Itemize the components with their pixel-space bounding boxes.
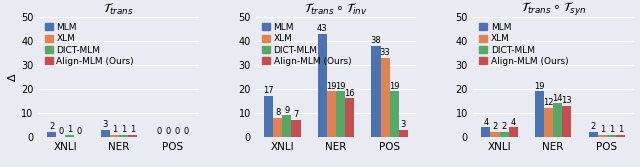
Bar	[291, 120, 301, 137]
Bar	[535, 91, 544, 137]
Legend: MLM, XLM, DICT-MLM, Align-MLM (Ours): MLM, XLM, DICT-MLM, Align-MLM (Ours)	[260, 21, 353, 68]
Bar	[264, 96, 273, 137]
Text: 2: 2	[492, 122, 498, 131]
Text: 0: 0	[184, 127, 189, 136]
Text: 14: 14	[552, 94, 563, 103]
Text: 1: 1	[618, 125, 623, 134]
Bar	[544, 108, 553, 137]
Bar	[490, 132, 500, 137]
Text: 1: 1	[67, 125, 72, 134]
Bar	[607, 135, 616, 137]
Bar	[371, 46, 381, 137]
Text: 12: 12	[543, 98, 554, 107]
Bar	[345, 99, 354, 137]
Text: 19: 19	[326, 81, 337, 91]
Bar	[128, 135, 137, 137]
Legend: MLM, XLM, DICT-MLM, Align-MLM (Ours): MLM, XLM, DICT-MLM, Align-MLM (Ours)	[43, 21, 136, 68]
Text: 4: 4	[483, 118, 488, 127]
Bar	[509, 127, 518, 137]
Text: 1: 1	[111, 125, 117, 134]
Bar	[399, 130, 408, 137]
Bar	[65, 135, 74, 137]
Y-axis label: $\Delta$: $\Delta$	[6, 72, 19, 81]
Bar	[47, 132, 56, 137]
Text: 0: 0	[58, 127, 63, 136]
Bar	[616, 135, 625, 137]
Text: 1: 1	[130, 125, 135, 134]
Bar	[598, 135, 607, 137]
Text: 0: 0	[165, 127, 170, 136]
Bar	[563, 106, 572, 137]
Bar	[327, 91, 336, 137]
Text: 13: 13	[561, 96, 572, 105]
Bar	[100, 130, 109, 137]
Text: 1: 1	[609, 125, 614, 134]
Bar	[381, 58, 390, 137]
Bar	[390, 91, 399, 137]
Bar	[318, 34, 327, 137]
Text: 2: 2	[49, 122, 54, 131]
Text: 0: 0	[76, 127, 81, 136]
Text: 9: 9	[284, 106, 289, 115]
Bar	[589, 132, 598, 137]
Bar	[273, 118, 282, 137]
Text: 1: 1	[600, 125, 605, 134]
Text: 19: 19	[335, 81, 346, 91]
Bar	[553, 103, 563, 137]
Text: 19: 19	[389, 81, 399, 91]
Bar	[336, 91, 345, 137]
Text: 3: 3	[102, 120, 108, 129]
Legend: MLM, XLM, DICT-MLM, Align-MLM (Ours): MLM, XLM, DICT-MLM, Align-MLM (Ours)	[477, 21, 570, 68]
Title: $\mathcal{T}_{trans}$: $\mathcal{T}_{trans}$	[104, 2, 134, 17]
Title: $\mathcal{T}_{trans} \circ \mathcal{T}_{syn}$: $\mathcal{T}_{trans} \circ \mathcal{T}_{…	[520, 0, 586, 17]
Bar	[119, 135, 128, 137]
Text: 2: 2	[591, 122, 596, 131]
Text: 33: 33	[380, 48, 390, 57]
Title: $\mathcal{T}_{trans} \circ \mathcal{T}_{inv}$: $\mathcal{T}_{trans} \circ \mathcal{T}_{…	[304, 2, 368, 17]
Text: 7: 7	[293, 110, 299, 119]
Text: 43: 43	[317, 24, 328, 33]
Text: 38: 38	[371, 36, 381, 45]
Bar	[109, 135, 119, 137]
Text: 1: 1	[121, 125, 126, 134]
Text: 17: 17	[264, 86, 274, 95]
Bar	[500, 132, 509, 137]
Bar	[282, 115, 291, 137]
Bar	[481, 127, 490, 137]
Text: 8: 8	[275, 108, 280, 117]
Text: 16: 16	[344, 89, 355, 98]
Text: 19: 19	[534, 81, 545, 91]
Text: 4: 4	[511, 118, 516, 127]
Text: 0: 0	[174, 127, 180, 136]
Text: 2: 2	[502, 122, 507, 131]
Text: 0: 0	[156, 127, 161, 136]
Text: 3: 3	[401, 120, 406, 129]
